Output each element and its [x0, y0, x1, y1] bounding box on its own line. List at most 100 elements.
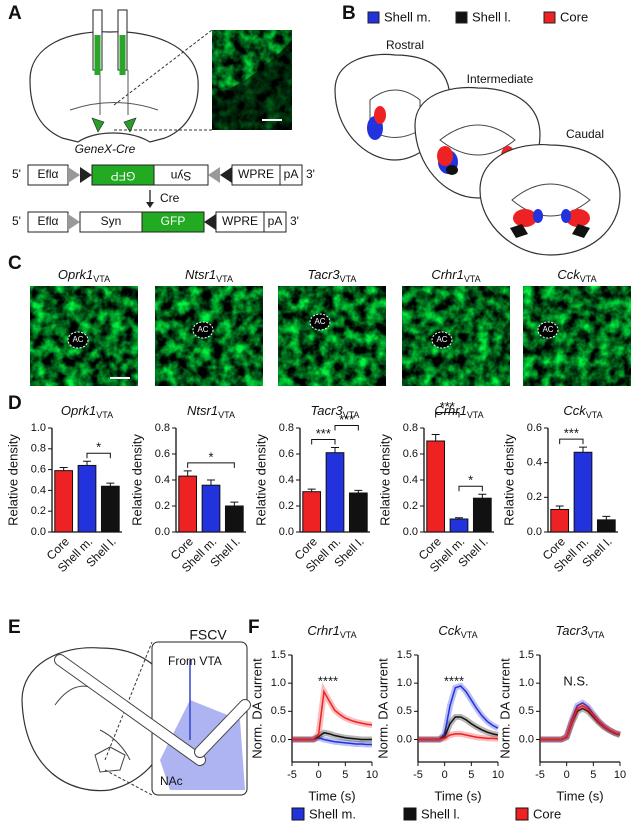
legend-swatch — [403, 807, 417, 821]
y-tick-label: 0.4 — [403, 474, 418, 486]
y-axis-label: Relative density — [377, 434, 392, 526]
significance: * — [96, 440, 101, 455]
brain-sections — [334, 53, 621, 256]
x-tick-label: -5 — [413, 769, 423, 781]
significance-bracket — [435, 412, 460, 418]
genotype-label: GeneX-Cre — [75, 142, 136, 156]
bar — [325, 452, 345, 533]
significance: * — [208, 449, 213, 464]
section-label: Rostral — [386, 38, 424, 52]
shading — [540, 705, 621, 743]
error-bar — [106, 482, 115, 487]
x-axis-label: Time (s) — [434, 788, 481, 803]
y-tick-label: 0.2 — [403, 500, 418, 512]
y-tick-label: 0.6 — [155, 448, 170, 460]
construct-element: Syn — [101, 214, 122, 228]
legend-swatch — [367, 11, 380, 24]
legend-label: Shell l. — [472, 9, 511, 24]
y-axis-label: Relative density — [253, 434, 268, 526]
bar — [573, 451, 593, 533]
chart-title: Tacr3VTA — [556, 623, 605, 640]
error-bar — [59, 467, 68, 471]
construct-element: GFP — [161, 214, 186, 228]
annotation: **** — [444, 673, 464, 688]
bar — [449, 518, 469, 533]
line — [292, 689, 373, 741]
y-tick-label: 0.6 — [31, 464, 46, 476]
title-gene: Cck — [557, 267, 581, 282]
y-tick-label: 0.0 — [31, 526, 46, 538]
construct-element: Eflα — [38, 167, 59, 181]
region-label: NAc — [160, 774, 183, 788]
title-gene: Tacr3 — [308, 267, 341, 282]
image-title: CckVTA — [557, 267, 596, 284]
y-tick-label: 0.4 — [155, 474, 170, 486]
significance-bracket — [334, 425, 359, 431]
construct-element: Syn — [171, 169, 192, 183]
x-tick-label: 10 — [614, 769, 626, 781]
title-gene: Oprk1 — [58, 267, 93, 282]
source-label: From VTA — [168, 654, 222, 668]
y-tick-label: 0.8 — [31, 443, 46, 455]
y-tick-label: 0.6 — [279, 448, 294, 460]
error-bar — [307, 488, 316, 492]
ac-outline — [192, 321, 214, 339]
x-axis-label: Time (s) — [308, 788, 355, 803]
bar — [596, 519, 616, 533]
title-subscript: VTA — [467, 410, 484, 420]
title-gene: Crhr1 — [307, 623, 340, 638]
legend-swatch — [515, 807, 529, 821]
error-bar — [207, 479, 215, 486]
x-tick-label: -5 — [535, 769, 545, 781]
title-subscript: VTA — [588, 630, 605, 640]
brain-diagram — [29, 9, 292, 143]
y-tick-label: 0.6 — [527, 422, 542, 434]
ac-label: AC — [436, 335, 447, 344]
y-tick-label: 1.0 — [271, 677, 286, 689]
y-tick-label: 0.6 — [403, 448, 418, 460]
chart-title: Oprk1VTA — [61, 403, 113, 420]
significance: *** — [339, 412, 354, 427]
chart-title: Tacr3VTA — [311, 403, 360, 420]
legend-swatch — [543, 11, 556, 24]
ac-outline — [431, 331, 453, 349]
error-bar — [83, 460, 91, 466]
title-subscript: VTA — [340, 630, 357, 640]
line — [540, 704, 621, 741]
y-tick-label: 0.0 — [279, 526, 294, 538]
significance: *** — [316, 426, 331, 441]
y-tick-label: 0.0 — [271, 733, 286, 745]
y-tick-label: 1.0 — [397, 677, 412, 689]
chart-title: CckVTA — [563, 403, 602, 420]
title-subscript: VTA — [464, 274, 481, 284]
y-tick-label: 1.5 — [397, 649, 412, 661]
construct-end: 5' — [12, 214, 21, 228]
significance-bracket — [458, 485, 483, 492]
y-tick-label: 0.4 — [31, 484, 46, 496]
panel-label: B — [342, 3, 356, 24]
legend-swatch — [455, 11, 468, 24]
y-tick-label: 0.2 — [279, 500, 294, 512]
x-tick-label: 10 — [492, 769, 504, 781]
x-tick-label: 10 — [366, 769, 378, 781]
bar — [550, 508, 570, 533]
ac-label: AC — [197, 325, 208, 334]
panel-label: E — [8, 617, 21, 638]
image-title: Crhr1VTA — [431, 267, 480, 284]
construct: 5' Eflα GFP Syn WPRE pA 3' Cre 5' Eflα S… — [12, 164, 315, 233]
bar — [224, 505, 244, 533]
ac-outline — [537, 321, 559, 339]
title-subscript: VTA — [93, 274, 110, 284]
bar — [302, 491, 322, 533]
x-tick-label: 5 — [590, 769, 596, 781]
bar — [100, 485, 120, 533]
significance: *** — [440, 399, 455, 414]
title-gene: Tacr3 — [556, 623, 589, 638]
y-tick-label: 1.5 — [519, 649, 534, 661]
significance-bracket — [559, 438, 584, 445]
x-axis-label: Time (s) — [556, 788, 603, 803]
y-axis-label: Relative density — [5, 434, 20, 526]
chart-title: CckVTA — [438, 623, 477, 640]
ac-label: AC — [542, 325, 553, 334]
title-subscript: VTA — [218, 410, 235, 420]
